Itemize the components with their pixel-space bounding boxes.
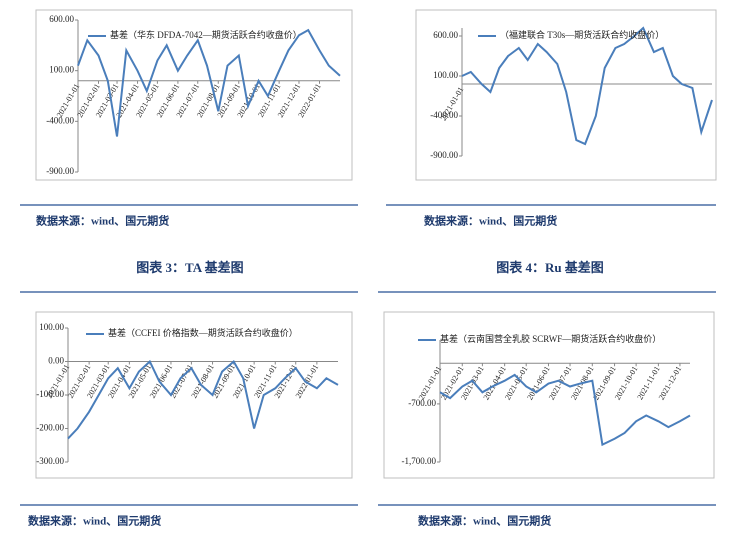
legend-label: 基差（华东 DFDA-7042—期货活跃合约收盘价）	[110, 29, 302, 40]
legend-label: （福建联合 T30s—期货活跃合约收盘价）	[500, 29, 664, 40]
source: 数据来源：wind、国元期货	[424, 214, 557, 228]
chart-frame	[383, 311, 715, 479]
y-tick-label: -200.00	[36, 423, 64, 433]
y-tick-label: -400.00	[430, 110, 458, 120]
source: 数据来源：wind、国元期货	[36, 214, 169, 228]
series-line	[439, 373, 691, 447]
y-tick-label: 0.00	[48, 356, 64, 366]
y-tick-label: -900.00	[46, 166, 74, 176]
legend-label: 基差（云南国营全乳胶 SCRWF—期货活跃合约收盘价）	[440, 333, 661, 344]
caption: 图表 4：Ru 基差图	[496, 260, 604, 275]
caption: 图表 3：TA 基差图	[136, 260, 243, 275]
y-tick-label: 600.00	[49, 14, 74, 24]
y-tick-label: -300.00	[36, 456, 64, 466]
y-tick-label: -700.00	[408, 398, 436, 408]
series-line	[67, 359, 339, 440]
y-tick-label: -400.00	[46, 115, 74, 125]
chart-frame	[35, 311, 353, 479]
y-tick-label: -100.00	[36, 389, 64, 399]
y-tick-label: 600.00	[433, 30, 458, 40]
chart-frame	[35, 9, 353, 181]
y-tick-label: 100.00	[39, 322, 64, 332]
source: 数据来源：wind、国元期货	[418, 514, 551, 528]
y-tick-label: -1,700.00	[402, 456, 437, 466]
series-line	[77, 28, 341, 137]
series-line	[461, 26, 713, 146]
y-tick-label: -900.00	[430, 150, 458, 160]
y-tick-label: 100.00	[433, 70, 458, 80]
y-tick-label: 100.00	[49, 65, 74, 75]
source: 数据来源：wind、国元期货	[28, 514, 161, 528]
legend-label: 基差（CCFEI 价格指数—期货活跃合约收盘价）	[108, 327, 298, 338]
